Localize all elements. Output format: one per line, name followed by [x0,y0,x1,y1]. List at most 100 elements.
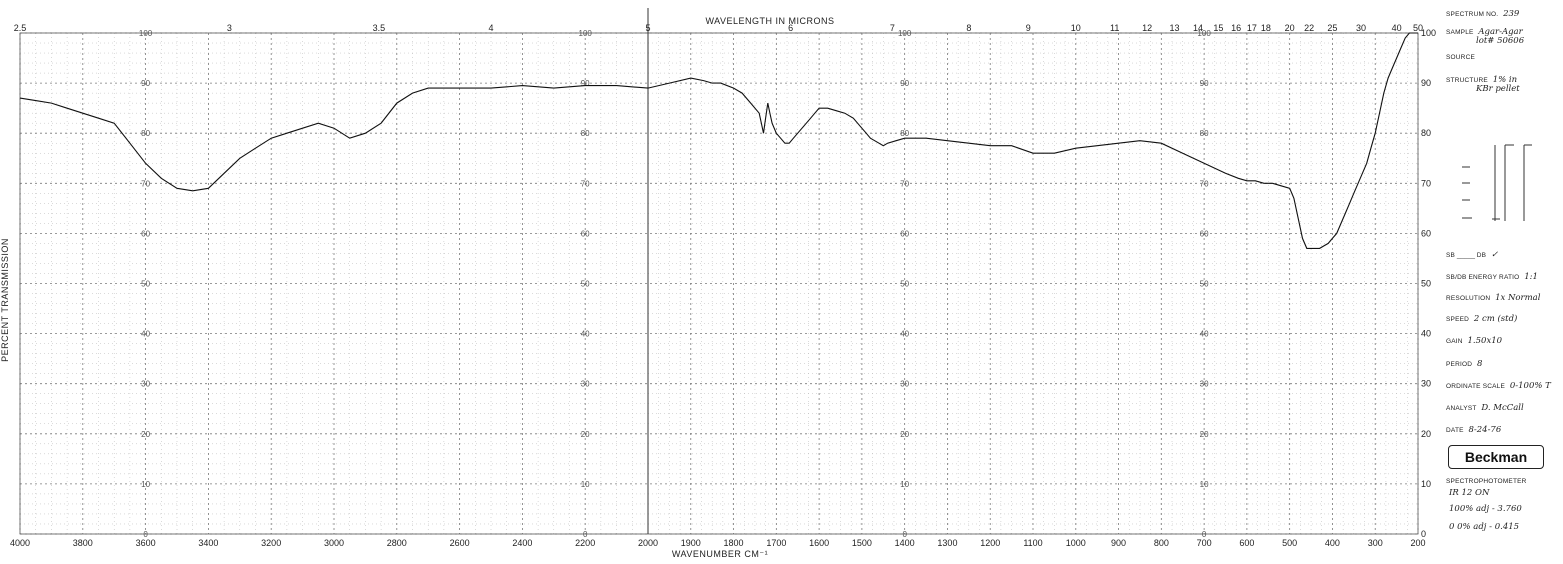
analyst-value: D. McCall [1481,403,1524,413]
note-row-2: 0 0% adj - 0.415 [1446,522,1519,532]
inner-y-label: 20 [581,430,590,439]
spectrum-info-panel: SPECTRUM NO. 239 SAMPLE Agar-Agar lot# 5… [1440,0,1563,564]
top-micron-tick-label: 3.5 [373,23,386,33]
brand-name: Beckman [1464,449,1528,465]
inner-y-label: 50 [141,280,150,289]
x-tick-label: 1100 [1023,538,1042,548]
inner-y-label: 0 [1202,530,1207,539]
top-micron-tick-label: 6 [788,23,793,33]
chart-grid [19,8,1419,535]
resolution-label: RESOLUTION [1446,295,1491,302]
top-micron-tick-label: 3 [227,23,232,33]
top-micron-tick-label: 17 [1247,23,1257,33]
y-tick-label: 70 [1421,178,1431,188]
resolution-value: 1x Normal [1495,293,1541,303]
spectrum-trace-layer [19,32,1418,249]
x-tick-label: 3800 [73,538,93,548]
x-tick-label: 200 [1410,538,1425,548]
gain-row: GAIN 1.50x10 [1446,336,1502,346]
top-micron-tick-label: 18 [1261,23,1271,33]
inner-y-label: 50 [900,280,909,289]
top-micron-tick-label: 15 [1213,23,1223,33]
x-tick-label: 2600 [450,538,470,548]
inner-y-label: 20 [900,430,909,439]
y-tick-label: 100 [1421,28,1436,38]
energy-ratio-value: 1:1 [1524,272,1538,282]
sample-value: Agar-Agar [1478,27,1523,37]
x-tick-label: 3400 [198,538,218,548]
inner-y-label: 30 [900,380,909,389]
inner-y-label: 10 [581,480,590,489]
inner-y-label: 100 [579,29,593,38]
top-micron-tick-label: 22 [1304,23,1314,33]
top-micron-tick-label: 14 [1193,23,1203,33]
inner-y-label: 30 [1200,380,1209,389]
top-micron-tick-label: 9 [1026,23,1031,33]
energy-ratio-label: SB/DB ENERGY RATIO [1446,274,1520,281]
x-tick-label: 1700 [766,538,786,548]
top-micron-tick-label: 12 [1142,23,1152,33]
x-tick-label: 2400 [512,538,532,548]
inner-y-label: 40 [1200,330,1209,339]
note-1: 100% adj - 3.760 [1449,504,1522,514]
structure-value-2: KBr pellet [1476,84,1520,94]
y-tick-label: 30 [1421,379,1431,389]
y-tick-label: 80 [1421,128,1431,138]
period-label: PERIOD [1446,361,1473,368]
spectrum-trace [19,32,1418,249]
inner-y-label: 0 [583,530,588,539]
x-tick-label: 600 [1239,538,1254,548]
date-value: 8-24-76 [1468,425,1502,435]
x-tick-label: 2200 [575,538,595,548]
inner-y-label: 40 [141,330,150,339]
inner-y-label: 20 [1200,430,1209,439]
x-tick-label: 2000 [638,538,658,548]
y-tick-label: 50 [1421,279,1431,289]
x-tick-label: 3000 [324,538,344,548]
top-micron-tick-label: 40 [1392,23,1402,33]
top-micron-tick-label: 5 [645,23,650,33]
inner-y-label: 80 [1200,129,1209,138]
x-tick-label: 800 [1154,538,1169,548]
inner-y-label: 50 [1200,280,1209,289]
date-row: DATE 8-24-76 [1446,425,1501,435]
x-tick-label: 500 [1282,538,1297,548]
speed-row: SPEED 2 cm (std) [1446,314,1517,324]
top-micron-tick-label: 10 [1071,23,1081,33]
top-micron-tick-label: 4 [488,23,493,33]
x-tick-label: 1900 [681,538,701,548]
top-micron-tick-label: 2.5 [14,23,27,33]
top-micron-tick-label: 16 [1231,23,1241,33]
inner-y-label: 60 [141,229,150,238]
x-tick-label: 3600 [136,538,156,548]
inner-y-label: 0 [902,530,907,539]
source-label: SOURCE [1446,54,1476,61]
x-tick-label: 700 [1197,538,1212,548]
energy-calibration-marks [1462,144,1532,221]
y-tick-label: 90 [1421,78,1431,88]
instrument-label: SPECTROPHOTOMETER [1446,478,1527,485]
period-value: 8 [1476,359,1483,369]
inner-y-label: 40 [900,330,909,339]
beckman-logo: Beckman [1448,445,1544,469]
inner-y-label: 30 [141,380,150,389]
inner-y-label: 10 [141,480,150,489]
x-tick-label: 2800 [387,538,407,548]
y-tick-label: 20 [1421,429,1431,439]
analyst-row: ANALYST D. McCall [1446,403,1524,413]
inner-y-label: 100 [898,29,912,38]
inner-y-label: 30 [581,380,590,389]
inner-y-label: 100 [139,29,153,38]
inner-y-label: 80 [141,129,150,138]
inner-y-label: 10 [900,480,909,489]
ordinate-scale-label: ORDINATE SCALE [1446,383,1506,390]
date-label: DATE [1446,427,1464,434]
x-tick-label: 900 [1111,538,1126,548]
inner-y-label: 60 [1200,229,1209,238]
db-label: DB [1476,252,1487,259]
inner-y-label: 10 [1200,480,1209,489]
inner-y-label: 80 [581,129,590,138]
structure-label: STRUCTURE [1446,77,1488,84]
inner-y-label: 40 [581,330,590,339]
top-micron-tick-label: 50 [1413,23,1423,33]
